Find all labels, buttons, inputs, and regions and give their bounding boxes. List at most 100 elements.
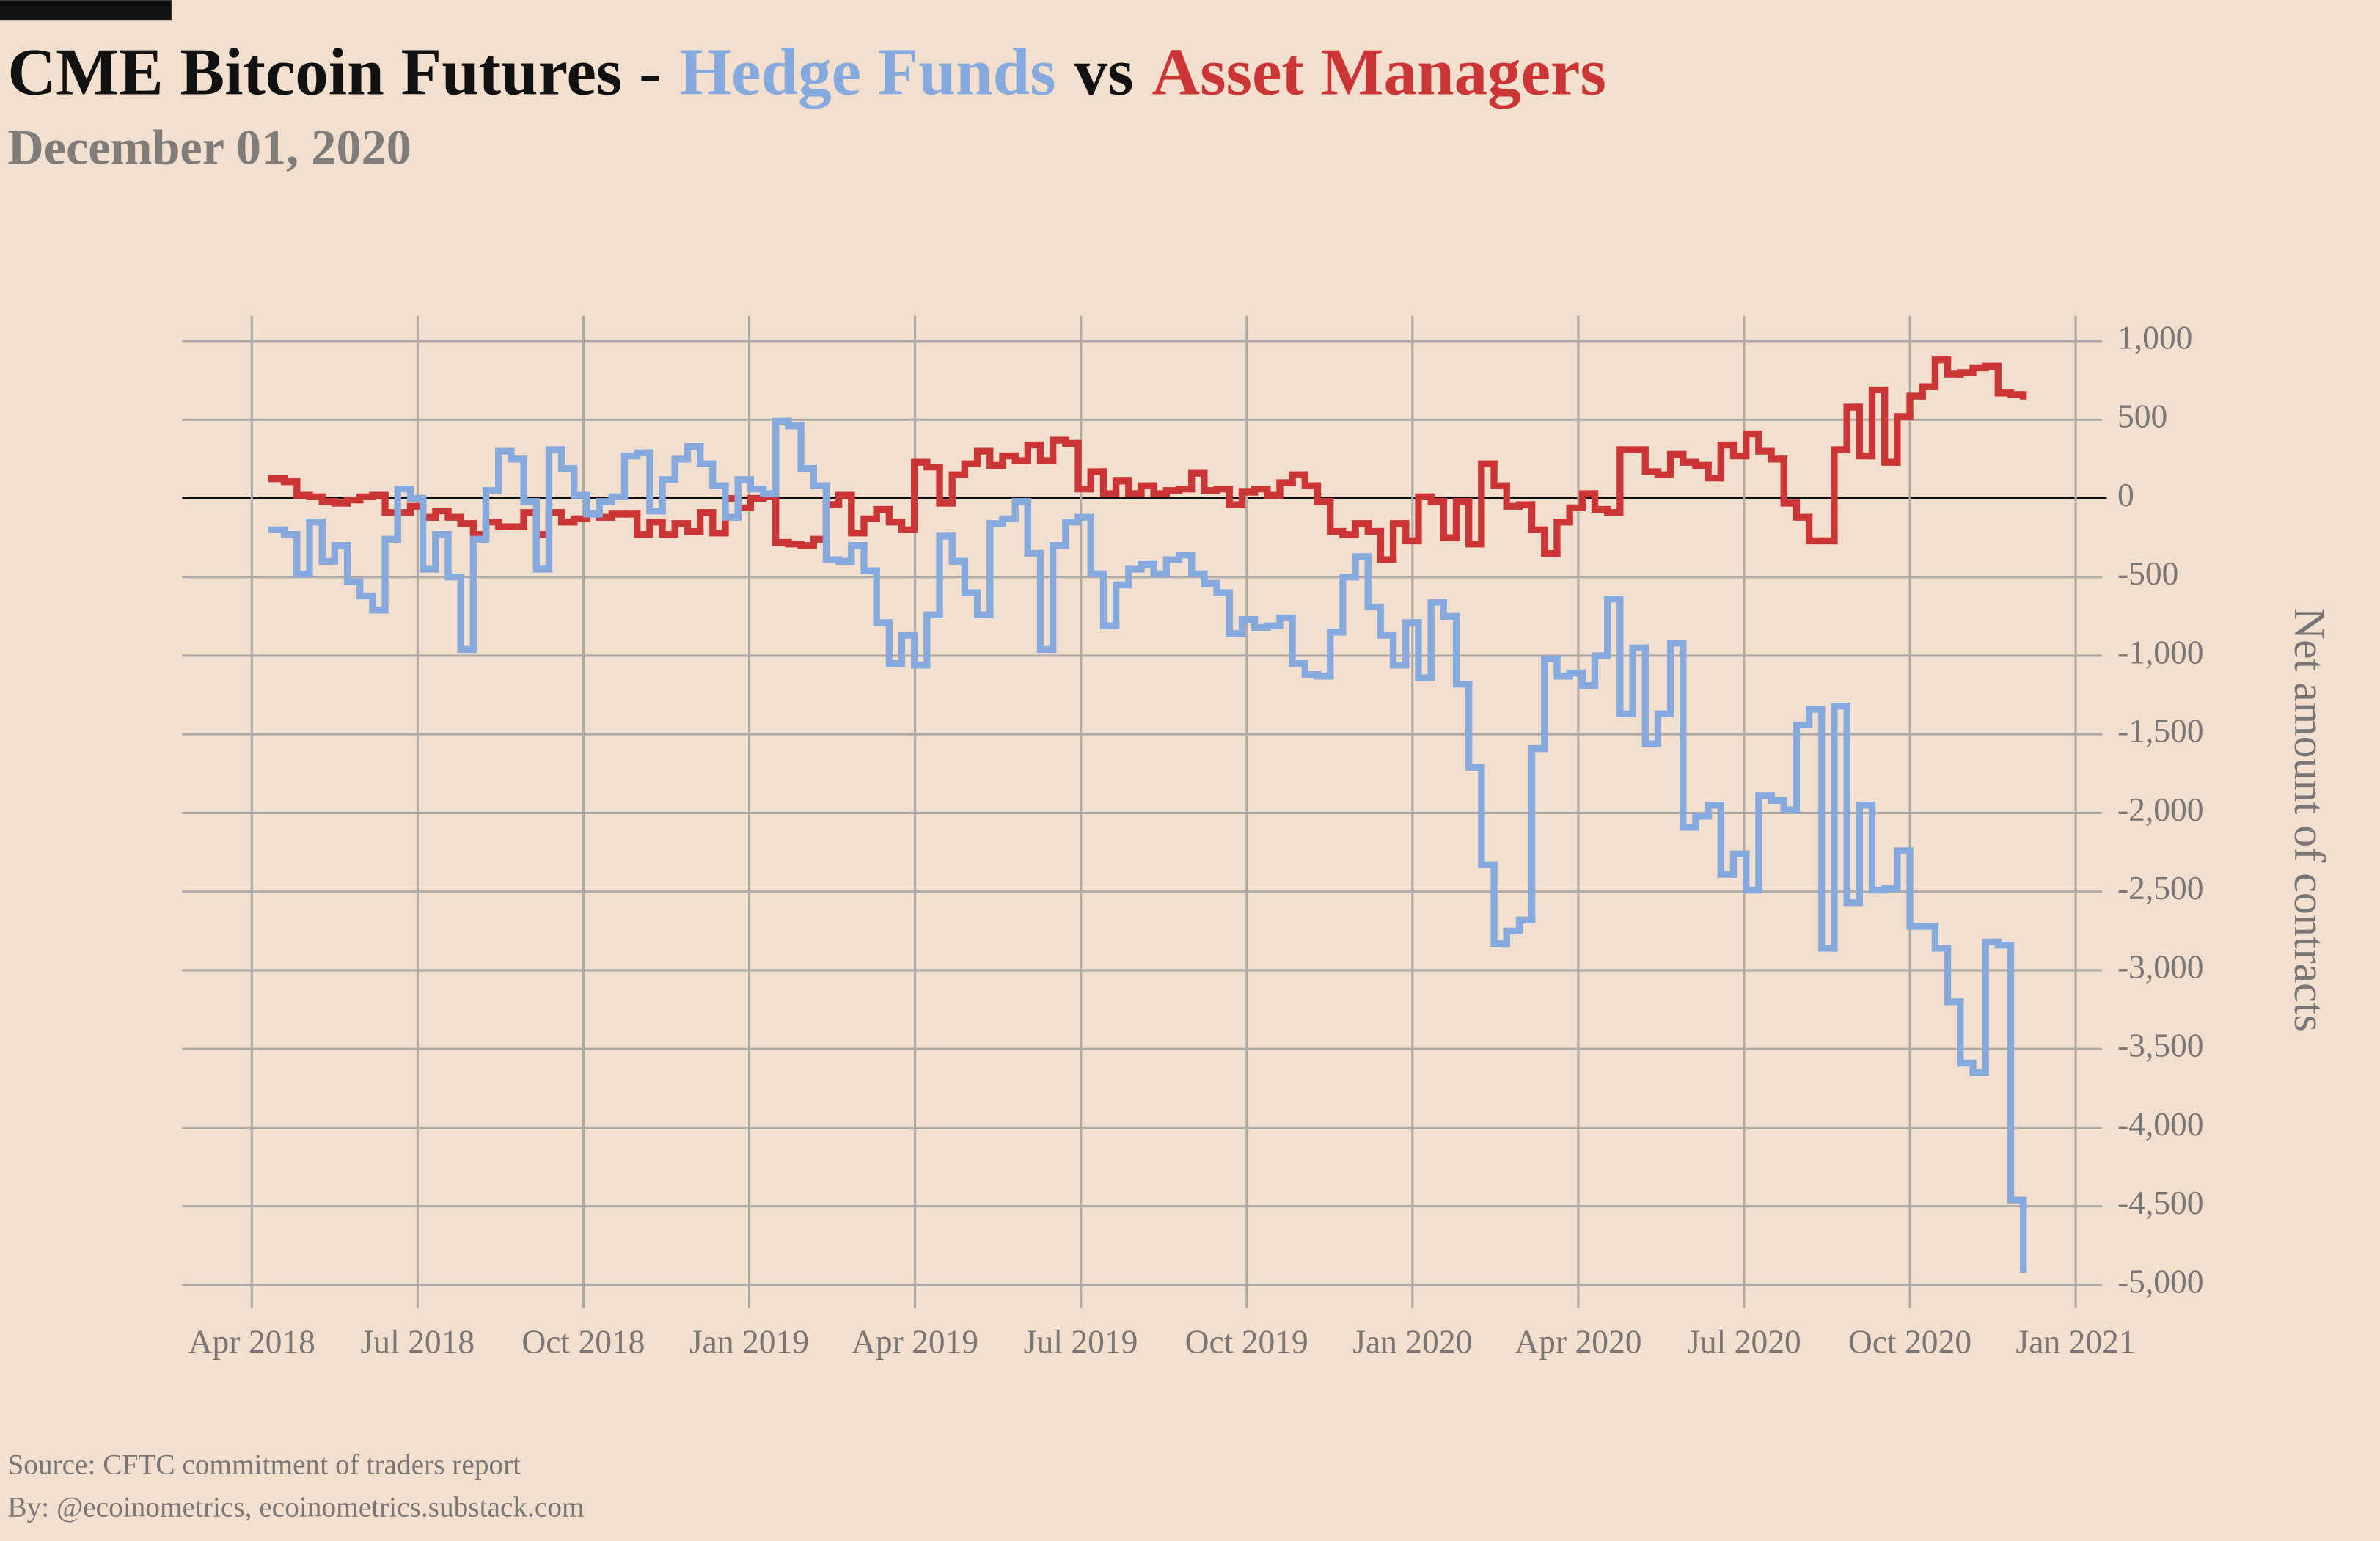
step-segment xyxy=(973,589,994,618)
x-tick-label: Jul 2019 xyxy=(1024,1322,1138,1360)
step-segment xyxy=(1919,383,1939,400)
step-segment xyxy=(1402,619,1422,669)
step-segment xyxy=(722,482,742,521)
step-segment xyxy=(1264,622,1284,632)
step-segment xyxy=(1402,520,1422,545)
step-segment xyxy=(1705,802,1724,820)
tick-labels: 1,000 500 0 -500 -1,000 -1,500 -2,000 -2,500 -3,… xyxy=(188,318,2204,1360)
step-segment xyxy=(1024,441,1044,464)
step-segment xyxy=(1352,520,1372,538)
step-segment xyxy=(1415,493,1435,545)
step-segment xyxy=(1452,498,1473,541)
step-segment xyxy=(860,515,880,537)
step-segment xyxy=(1389,520,1410,563)
step-segment xyxy=(1566,504,1586,526)
step-segment xyxy=(848,491,868,537)
step-segment xyxy=(482,487,502,543)
step-segment xyxy=(848,542,868,565)
step-segment xyxy=(1314,482,1334,505)
step-segment xyxy=(356,493,376,504)
step-segment xyxy=(1729,850,1750,878)
step-segment xyxy=(1768,447,1787,463)
chart-title: CME Bitcoin Futures - Hedge Funds vs Asset … xyxy=(7,35,1606,109)
corner-bar xyxy=(0,0,172,21)
step-segment xyxy=(1050,436,1069,464)
step-segment xyxy=(1327,629,1347,680)
step-segment xyxy=(1364,553,1385,611)
step-segment xyxy=(1099,570,1120,629)
chart-subtitle: December 01, 2020 xyxy=(7,120,411,175)
step-segment xyxy=(898,519,918,534)
step-segment xyxy=(1894,847,1914,893)
step-segment xyxy=(1478,460,1498,548)
step-segment xyxy=(1087,513,1107,578)
step-segment xyxy=(1793,721,1813,813)
step-segment xyxy=(772,417,792,497)
step-segment xyxy=(432,507,452,521)
step-segment xyxy=(1188,469,1208,493)
grid xyxy=(182,315,2107,1309)
step-segment xyxy=(1011,452,1031,464)
step-segment xyxy=(1553,655,1573,680)
step-segment xyxy=(1050,542,1069,654)
step-segment xyxy=(1881,885,1901,894)
x-tick-label: Jan 2019 xyxy=(689,1322,809,1360)
step-segment xyxy=(1301,471,1322,489)
step-segment xyxy=(608,493,629,505)
step-segment xyxy=(1112,477,1132,497)
step-segment xyxy=(1201,469,1220,494)
step-segment xyxy=(1503,927,1523,948)
step-segment xyxy=(1175,485,1196,494)
step-segment xyxy=(1327,498,1347,535)
step-segment xyxy=(1074,513,1094,526)
y-tick-label: 500 xyxy=(2117,398,2167,435)
title-series-name: Hedge Funds xyxy=(679,35,1056,109)
step-segment xyxy=(1793,499,1813,521)
step-segment xyxy=(1226,485,1246,508)
step-segment xyxy=(1201,570,1220,587)
step-segment xyxy=(1087,468,1107,493)
step-segment xyxy=(444,507,464,521)
step-segment xyxy=(1062,519,1082,549)
step-segment xyxy=(961,460,981,478)
step-segment xyxy=(1528,744,1548,923)
step-segment xyxy=(306,491,326,501)
step-segment xyxy=(1805,706,1826,729)
step-segment xyxy=(1578,669,1599,689)
step-segment xyxy=(1994,362,2015,397)
step-segment xyxy=(659,519,678,538)
y-tick-label: -3,000 xyxy=(2117,948,2204,985)
y-tick-label: -4,000 xyxy=(2117,1105,2204,1143)
step-segment xyxy=(911,458,931,534)
step-segment xyxy=(835,556,855,565)
step-segment xyxy=(331,498,351,507)
step-segment xyxy=(1175,552,1196,563)
step-segment xyxy=(1755,792,1775,894)
step-segment xyxy=(318,493,338,505)
step-segment xyxy=(1868,386,1889,460)
step-segment xyxy=(381,535,401,614)
step-segment xyxy=(709,509,729,537)
step-segment xyxy=(1856,403,1876,460)
step-segment xyxy=(293,478,313,499)
x-tick-label: Jan 2020 xyxy=(1352,1322,1472,1360)
step-segment xyxy=(1226,589,1246,637)
step-segment xyxy=(1604,505,1624,516)
step-segment xyxy=(1389,632,1410,669)
step-segment xyxy=(1138,482,1157,497)
step-segment xyxy=(961,557,981,596)
step-segment xyxy=(785,538,805,548)
step-segment xyxy=(1931,356,1952,390)
step-segment xyxy=(1427,599,1447,681)
step-segment xyxy=(1515,916,1536,935)
step-segment xyxy=(671,455,692,483)
step-segment xyxy=(646,519,666,538)
step-segment xyxy=(1616,596,1636,718)
step-segment xyxy=(356,578,376,600)
step-segment xyxy=(1314,671,1334,680)
step-segment xyxy=(1944,945,1964,1006)
title-connector: vs xyxy=(1074,35,1134,109)
step-segment xyxy=(671,520,692,538)
step-segment xyxy=(1238,615,1259,637)
step-segment xyxy=(936,532,956,618)
